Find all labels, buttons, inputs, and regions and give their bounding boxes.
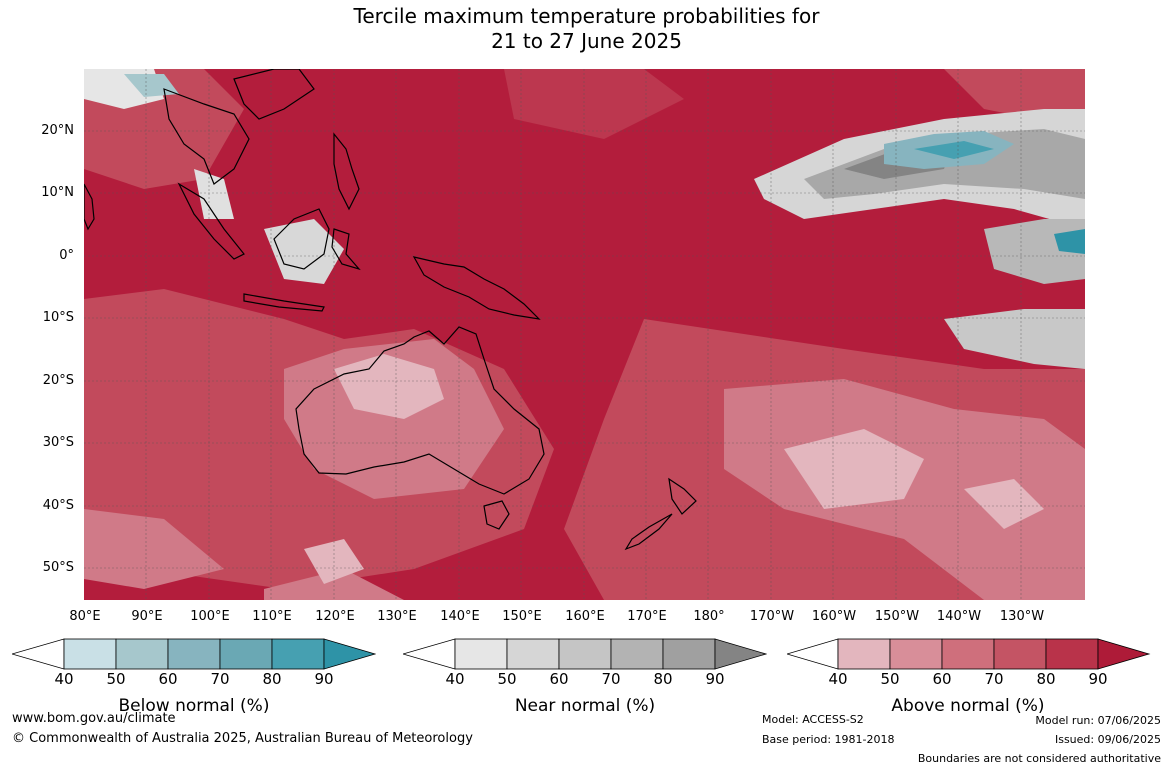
near-tick-60: 60	[549, 670, 569, 688]
new-zealand-south	[624, 513, 673, 551]
below-tick-50: 50	[106, 670, 126, 688]
lon-label-180: 180°	[693, 609, 725, 624]
lon-label-160e: 160°E	[565, 609, 605, 624]
lat-label-50s: 50°S	[42, 560, 74, 575]
near-normal-swatch-60	[558, 638, 612, 670]
new-guinea-coastline	[412, 256, 541, 320]
below-normal-swatch-80	[271, 638, 325, 670]
lon-label-170e: 170°E	[627, 609, 667, 624]
coastlines	[84, 69, 697, 551]
above-normal-swatch-60	[941, 638, 995, 670]
footer-base-period: Base period: 1981-2018	[762, 733, 895, 746]
below-normal-title: Below normal (%)	[118, 696, 270, 716]
below-normal-swatch-90	[323, 638, 376, 670]
lat-label-10s: 10°S	[42, 310, 74, 325]
near-tick-90: 90	[705, 670, 725, 688]
borneo-coastline	[273, 208, 330, 270]
below-normal-swatch-50	[115, 638, 169, 670]
above-normal-swatch-50	[889, 638, 943, 670]
lon-label-130e: 130°E	[377, 609, 417, 624]
below-tick-90: 90	[314, 670, 334, 688]
below-normal-swatch-70	[219, 638, 273, 670]
above-normal-swatch-40	[837, 638, 891, 670]
below-tick-70: 70	[210, 670, 230, 688]
above-normal-colorbar	[787, 638, 1151, 670]
above-normal-swatch-70	[993, 638, 1047, 670]
near-normal-swatch-80	[662, 638, 716, 670]
footer-disclaimer: Boundaries are not considered authoritat…	[917, 752, 1161, 765]
above-tick-80: 80	[1036, 670, 1056, 688]
java-coastline	[243, 293, 325, 312]
below-normal-swatch-60	[167, 638, 221, 670]
above-tick-50: 50	[880, 670, 900, 688]
near-tick-50: 50	[497, 670, 517, 688]
lat-label-0: 0°	[59, 248, 74, 263]
below-tick-80: 80	[262, 670, 282, 688]
indochina-coastline	[163, 88, 250, 185]
below-normal-swatch-40	[63, 638, 117, 670]
lon-label-150w: 150°W	[874, 609, 920, 624]
near-normal-colorbar	[403, 638, 767, 670]
above-tick-90: 90	[1088, 670, 1108, 688]
china-coastline	[233, 69, 315, 120]
sumatra-coastline	[177, 182, 245, 260]
probability-map	[84, 69, 1085, 600]
above-tick-70: 70	[984, 670, 1004, 688]
title-line-2: 21 to 27 June 2025	[491, 29, 682, 53]
sulawesi-coastline	[331, 228, 361, 271]
below-tick-40: 40	[54, 670, 74, 688]
footer-website: www.bom.gov.au/climate	[12, 711, 176, 726]
below-normal-patches	[124, 74, 1085, 254]
near-tick-80: 80	[653, 670, 673, 688]
lon-label-130w: 130°W	[999, 609, 1045, 624]
near-normal-swatch-70	[610, 638, 664, 670]
above-tick-60: 60	[932, 670, 952, 688]
lon-label-140w: 140°W	[936, 609, 982, 624]
above-normal-swatch-90	[1097, 638, 1151, 670]
above-normal-open-end	[787, 638, 839, 670]
near-tick-40: 40	[445, 670, 465, 688]
india-coastline	[84, 183, 95, 231]
near-normal-swatch-50	[506, 638, 560, 670]
map-title: Tercile maximum temperature probabilitie…	[0, 4, 1173, 54]
lon-label-170w: 170°W	[749, 609, 795, 624]
footer-copyright: © Commonwealth of Australia 2025, Austra…	[12, 731, 473, 746]
below-tick-60: 60	[158, 670, 178, 688]
new-zealand-north	[668, 477, 697, 515]
philippines-coastline	[333, 132, 360, 211]
footer-model: Model: ACCESS-S2	[762, 713, 864, 726]
tasmania-coastline	[483, 500, 510, 530]
below-normal-open-end	[12, 638, 65, 670]
lon-label-90e: 90°E	[131, 609, 163, 624]
lat-label-30s: 30°S	[42, 435, 74, 450]
near-normal-swatch-90	[714, 638, 767, 670]
lat-label-20s: 20°S	[42, 373, 74, 388]
above-normal-swatch-80	[1045, 638, 1099, 670]
footer-model-run: Model run: 07/06/2025	[1035, 714, 1161, 727]
below-normal-colorbar	[12, 638, 376, 670]
lat-label-10n: 10°N	[41, 185, 74, 200]
footer-issued: Issued: 09/06/2025	[1054, 733, 1161, 746]
above-tick-40: 40	[828, 670, 848, 688]
lon-label-100e: 100°E	[190, 609, 230, 624]
near-tick-70: 70	[601, 670, 621, 688]
lat-label-20n: 20°N	[41, 123, 74, 138]
near-normal-title: Near normal (%)	[514, 696, 656, 716]
above-normal-title: Above normal (%)	[891, 696, 1045, 716]
lon-label-160w: 160°W	[811, 609, 857, 624]
near-normal-swatch-40	[454, 638, 508, 670]
lon-label-120e: 120°E	[315, 609, 355, 624]
australia-coastline	[295, 326, 545, 495]
lat-label-40s: 40°S	[42, 498, 74, 513]
lon-label-80e: 80°E	[69, 609, 101, 624]
near-normal-open-end	[403, 638, 456, 670]
title-line-1: Tercile maximum temperature probabilitie…	[353, 4, 820, 28]
lon-label-140e: 140°E	[440, 609, 480, 624]
lon-label-150e: 150°E	[502, 609, 542, 624]
lon-label-110e: 110°E	[252, 609, 292, 624]
